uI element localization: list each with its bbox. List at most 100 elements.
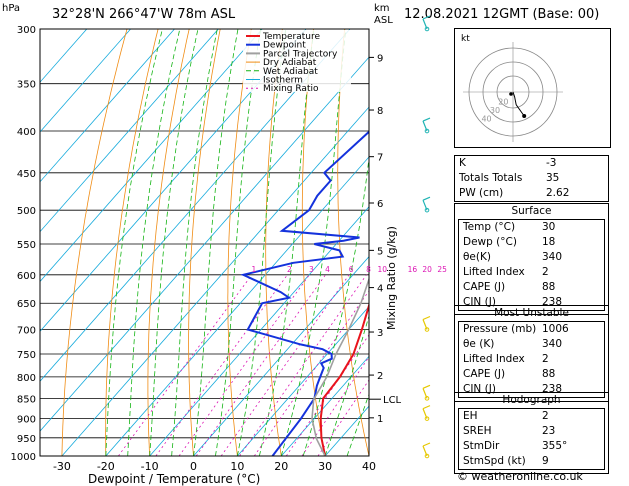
surface-label: Dewp (°C) — [463, 236, 517, 248]
isotherm-line — [40, 29, 351, 382]
surface-row: CAPE (J) 88 — [459, 280, 604, 295]
surface-value: 2 — [542, 266, 549, 278]
wind-barb-dot — [424, 396, 430, 401]
wind-barb-dot — [424, 416, 430, 421]
height-unit-label: km ASL — [374, 3, 393, 27]
surface-title: Surface — [511, 205, 552, 217]
wind-barb-dot — [424, 453, 430, 459]
km-tick-label: 6 — [377, 199, 383, 210]
wind-barb — [422, 196, 431, 213]
asl-label: ASL — [374, 15, 393, 26]
most-unstable-value: 2 — [542, 353, 549, 365]
mixing-ratio-line — [317, 379, 369, 456]
surface-row: θe(K) 340 — [459, 250, 604, 265]
hodograph-stat-row: EH 2 — [459, 409, 604, 424]
surface-label: θe(K) — [463, 251, 491, 263]
mixing-ratio-label: 20 — [422, 265, 432, 274]
temperature-tick-label: 40 — [362, 460, 376, 473]
km-tick-label: 4 — [377, 284, 383, 295]
isotherm-line — [40, 29, 307, 332]
hodograph-stat-label: StmSpd (kt) — [463, 455, 526, 467]
dry-adiabat-line — [105, 29, 159, 456]
temperature-tick-label: 20 — [274, 460, 288, 473]
hodograph-ring-label: 30 — [490, 106, 500, 115]
temperature-tick-label: 30 — [318, 460, 332, 473]
pressure-tick-label: 1000 — [11, 452, 36, 463]
wind-barb-dot — [424, 327, 430, 332]
surface-value: 88 — [542, 281, 556, 293]
wet-adiabat-line — [193, 29, 239, 456]
wind-barbs — [422, 15, 431, 459]
isotherm-line — [61, 106, 369, 456]
index-row: K -3 — [455, 156, 608, 171]
dry-adiabat-line — [147, 29, 190, 456]
parcel-trajectory-line — [311, 276, 369, 456]
km-tick-label: 1 — [377, 414, 383, 425]
mixing-ratio-line — [155, 274, 288, 456]
hodograph-stat-row: StmDir 355° — [459, 439, 604, 454]
hodograph-stat-value: 9 — [542, 455, 549, 467]
wet-adiabat-line — [346, 393, 369, 456]
isotherm-line — [193, 255, 369, 456]
hodograph-unit-label: kt — [461, 34, 470, 44]
mixing-ratio-line — [118, 274, 253, 456]
mixing-ratio-label: 1 — [251, 265, 256, 274]
most-unstable-value: 88 — [542, 368, 556, 380]
wet-adiabat-line — [258, 29, 315, 456]
lcl-label: LCL — [383, 395, 402, 406]
mixing-ratio-label: 8 — [366, 265, 371, 274]
dry-adiabat-line — [405, 29, 456, 456]
dewpoint-line — [240, 130, 369, 456]
dry-adiabat-line — [188, 29, 221, 456]
most-unstable-label: θe (K) — [463, 338, 495, 350]
wind-barb-flag — [422, 442, 431, 447]
mixing-ratio-line — [220, 274, 350, 456]
wind-barb — [422, 117, 431, 134]
surface-table: Surface Temp (°C) 30 Dewp (°C) 18 θe(K) 340 Lif… — [454, 203, 609, 315]
wind-barb-dot — [424, 128, 430, 134]
surface-label: CAPE (J) — [463, 281, 506, 293]
wet-adiabat-line — [215, 29, 262, 456]
wind-barb-flag — [422, 315, 431, 321]
hodograph-stat-label: EH — [463, 410, 478, 422]
mixing-ratio-label: 3 — [309, 265, 314, 274]
hodograph-stat-label: StmDir — [463, 440, 500, 452]
x-axis-label: Dewpoint / Temperature (°C) — [88, 472, 261, 486]
hodograph-stat-row: StmSpd (kt) 9 — [459, 454, 604, 469]
pressure-tick-label: 900 — [17, 415, 36, 426]
legend-entry: Isotherm — [263, 76, 303, 86]
hodograph-stat-values: EH 2 SREH 23 StmDir 355° StmSpd (kt) 9 — [458, 408, 605, 470]
wind-barb — [422, 405, 431, 421]
km-tick-label: 3 — [377, 328, 383, 339]
isotherm-line — [40, 29, 131, 133]
pressure-tick-label: 600 — [17, 271, 36, 282]
hodograph-storm-motion — [509, 92, 513, 96]
wet-adiabat-line — [171, 29, 218, 456]
indices-table: K -3 Totals Totals 35 PW (cm) 2.62 — [454, 155, 609, 202]
most-unstable-label: Lifted Index — [463, 353, 525, 365]
surface-value: 18 — [542, 236, 556, 248]
temperature-tick-label: -10 — [141, 460, 159, 473]
location-title: 32°28'N 266°47'W 78m ASL — [52, 7, 236, 22]
wind-barb-dot — [424, 207, 430, 213]
wind-barb-flag — [422, 405, 431, 410]
isotherm-line — [40, 29, 175, 183]
km-tick-label: 8 — [377, 106, 383, 117]
index-row: Totals Totals 35 — [455, 171, 608, 186]
isotherm-line — [149, 206, 369, 456]
most-unstable-title: Most Unstable — [494, 307, 569, 319]
mixing-ratio-label: 16 — [408, 265, 418, 274]
wind-barb — [422, 15, 431, 32]
axes: 3003504004505005506006507007508008509009… — [11, 25, 448, 473]
mixing-ratio-line — [178, 274, 310, 456]
pressure-tick-label: 500 — [17, 206, 36, 217]
plot-frame — [39, 28, 370, 457]
dry-adiabat-line — [301, 29, 326, 456]
most-unstable-values: Pressure (mb) 1006 θe (K) 340 Lifted Index 2 C… — [458, 321, 605, 398]
isotherm-line — [280, 355, 369, 456]
datetime-title: 12.08.2021 12GMT (Base: 00) — [404, 7, 600, 22]
wet-adiabat-line — [237, 29, 287, 456]
hodograph-stat-row: SREH 23 — [459, 424, 604, 439]
pressure-tick-label: 950 — [17, 434, 36, 445]
